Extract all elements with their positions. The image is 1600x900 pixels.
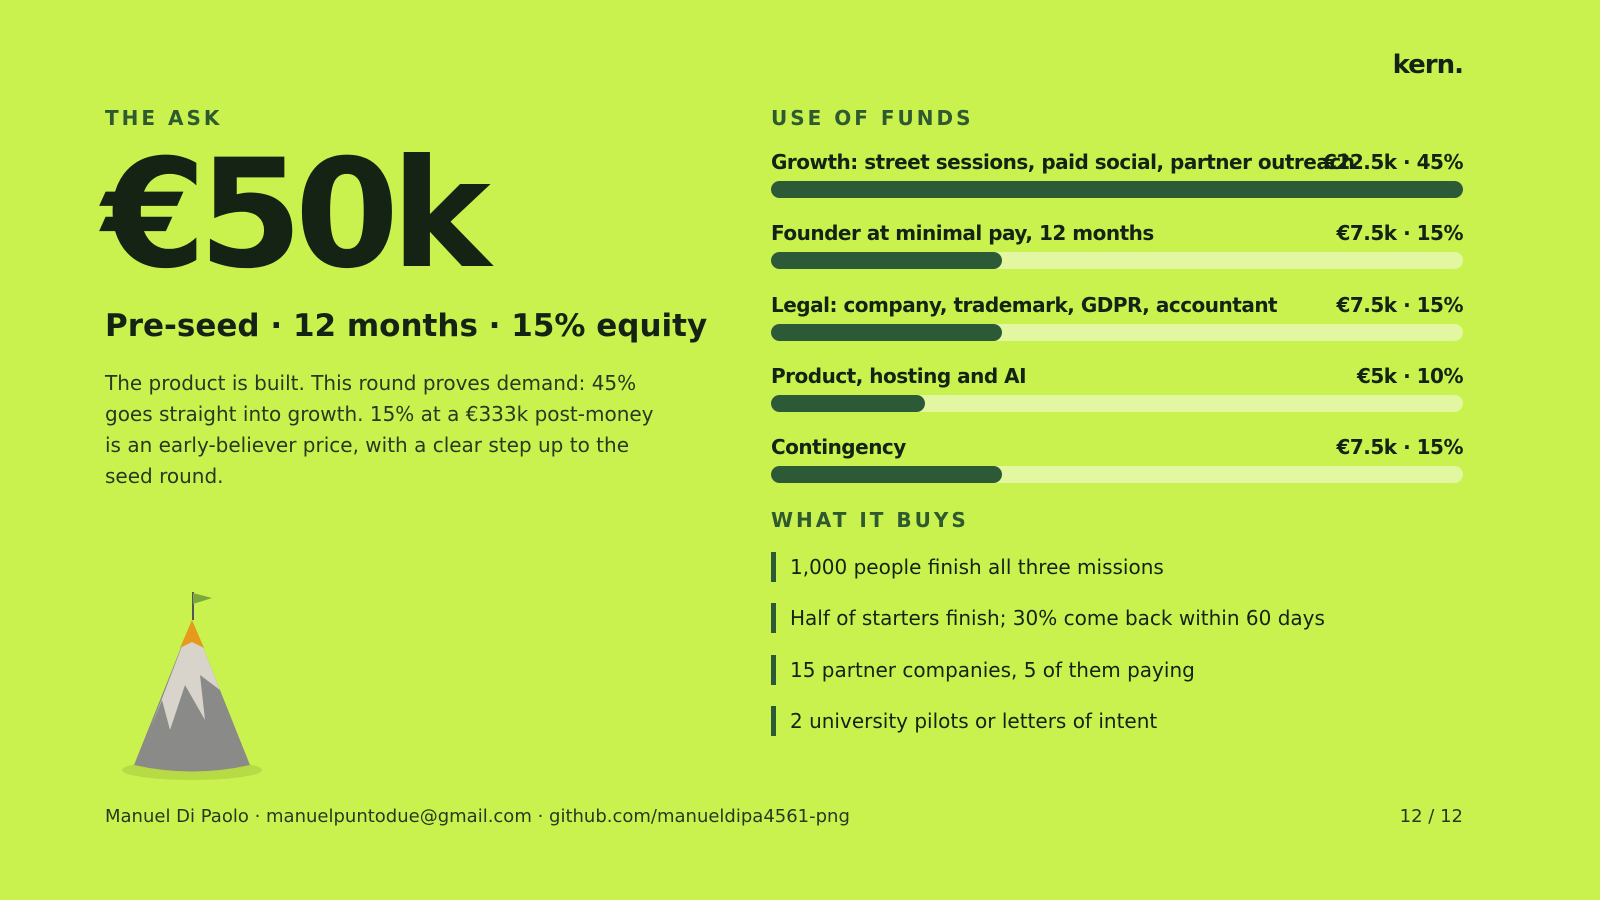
ask-amount: €50k [102,128,491,302]
section-heading: USE OF FUNDS [771,106,974,130]
fund-row: Growth: street sessions, paid social, pa… [771,150,1463,200]
bar-track [771,466,1463,484]
ask-body: The product is built. This round proves … [105,371,654,488]
section-heading: THE ASK [105,106,223,130]
bar-track [771,323,1463,341]
fund-label: Product, hosting and AI [771,363,1027,388]
section-heading: WHAT IT BUYS [771,508,969,532]
bar-track [771,394,1463,412]
fund-label: Contingency [771,435,906,460]
fund-amount: €7.5k · 15% [1336,435,1463,460]
buy-item: 1,000 people finish all three missions [771,552,1164,582]
bar-track [771,252,1463,270]
buy-item: 2 university pilots or letters of intent [771,705,1157,736]
fund-amount: €5k · 10% [1356,363,1464,388]
fund-row: Product, hosting and AI €5k · 10% [771,363,1464,414]
buy-item: Half of starters finish; 30% come back w… [771,603,1325,634]
brand-logo: kern. [1392,50,1464,80]
ask-subtitle: Pre-seed · 12 months · 15% equity [105,308,708,344]
buy-item: 15 partner companies, 5 of them paying [771,654,1195,685]
fund-amount: €22.5k · 45% [1323,150,1463,174]
bar [771,394,925,412]
fund-amount: €7.5k · 15% [1336,221,1463,246]
fund-row: Contingency €7.5k · 15% [771,435,1463,485]
fund-label: Legal: company, trademark, GDPR, account… [771,292,1278,317]
bar [771,466,1002,484]
fund-label: Founder at minimal pay, 12 months [771,221,1154,246]
fund-row: Legal: company, trademark, GDPR, account… [771,293,1463,343]
fund-label: Growth: street sessions, paid social, pa… [771,150,1355,174]
bar [771,252,1002,270]
page-number: 12 / 12 [1399,806,1463,827]
bar-track [771,181,1463,198]
fund-row: Founder at minimal pay, 12 months €7.5k ·… [771,221,1463,271]
fund-amount: €7.5k · 15% [1336,292,1463,317]
bar [771,323,1002,341]
footer-contact: Manuel Di Paolo · manuelpuntodue@gmail.c… [105,806,850,827]
bar [771,181,1463,198]
mountain-illustration [122,592,262,780]
